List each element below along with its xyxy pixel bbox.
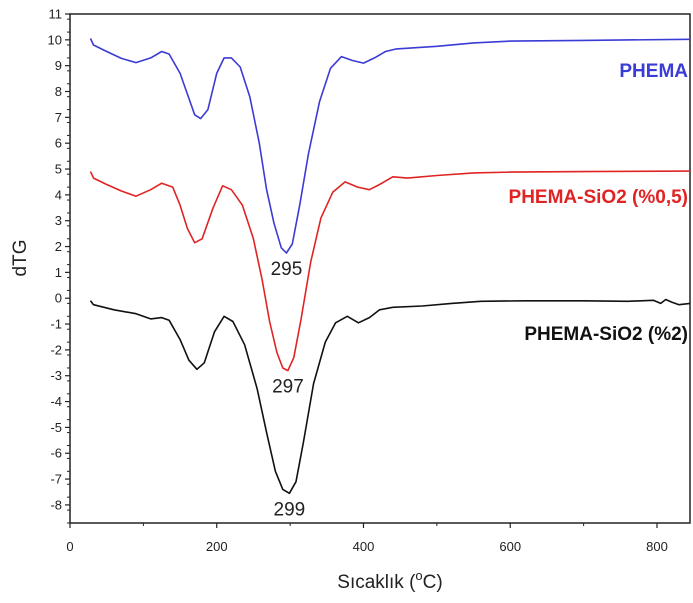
y-axis-title: dTG xyxy=(10,240,31,277)
series-layer xyxy=(89,38,691,495)
legend-label-1: PHEMA xyxy=(619,61,688,82)
y-tick-label: -4 xyxy=(50,394,62,409)
y-tick-label: -7 xyxy=(50,472,62,487)
x-axis-title-main: Sıcaklık ( xyxy=(337,572,416,593)
x-tick-label: 400 xyxy=(353,539,375,554)
x-tick-label: 800 xyxy=(646,539,668,554)
x-axis-title-sup: o xyxy=(415,568,422,583)
y-tick-label: 3 xyxy=(55,213,62,228)
y-tick-label: 0 xyxy=(55,291,62,306)
y-tick-label: -2 xyxy=(50,342,62,357)
series-line-3 xyxy=(89,298,691,495)
axes xyxy=(69,13,691,524)
legend-label-3: PHEMA-SiO2 (%2) xyxy=(524,324,688,345)
y-tick-label: 11 xyxy=(49,7,63,22)
y-tick-label: -6 xyxy=(50,446,62,461)
plot-frame xyxy=(69,13,691,524)
tick-marks: -8 -7 -6 -5 -4 -3 -2 -1 0 1 2 3 4 5 6 7 8 9 10 11 0 200 400 600… xyxy=(48,7,668,555)
y-tick-label: 1 xyxy=(55,265,62,280)
legend-label-2: PHEMA-SiO2 (%0,5) xyxy=(509,187,688,208)
y-tick-label: -3 xyxy=(50,368,62,383)
y-tick-label: 2 xyxy=(55,239,62,254)
x-tick-label: 0 xyxy=(66,539,73,554)
y-tick-label: -1 xyxy=(50,317,62,332)
series-line-2 xyxy=(89,170,691,372)
x-tick-label: 600 xyxy=(499,539,521,554)
peak-label-2: 297 xyxy=(272,377,304,398)
y-tick-label: 7 xyxy=(55,110,62,125)
series-line-1 xyxy=(89,38,691,254)
x-tick-label: 200 xyxy=(206,539,228,554)
y-tick-label: -5 xyxy=(50,420,62,435)
peak-label-1: 295 xyxy=(271,259,303,280)
y-tick-label: 4 xyxy=(55,187,62,202)
y-tick-label: 5 xyxy=(55,162,62,177)
y-tick-label: 8 xyxy=(55,84,62,99)
peak-label-3: 299 xyxy=(274,499,306,520)
y-tick-label: 6 xyxy=(55,136,62,151)
y-tick-label: 10 xyxy=(48,32,62,47)
y-tick-label: 9 xyxy=(55,58,62,73)
annotation-layer: 295 297 299 xyxy=(271,259,306,520)
x-axis-title-end: C) xyxy=(423,572,443,593)
y-tick-label: -8 xyxy=(50,497,62,512)
legend-layer: PHEMA PHEMA-SiO2 (%0,5) PHEMA-SiO2 (%2) xyxy=(509,61,689,345)
x-axis-title: Sıcaklık (oC) xyxy=(337,568,442,593)
